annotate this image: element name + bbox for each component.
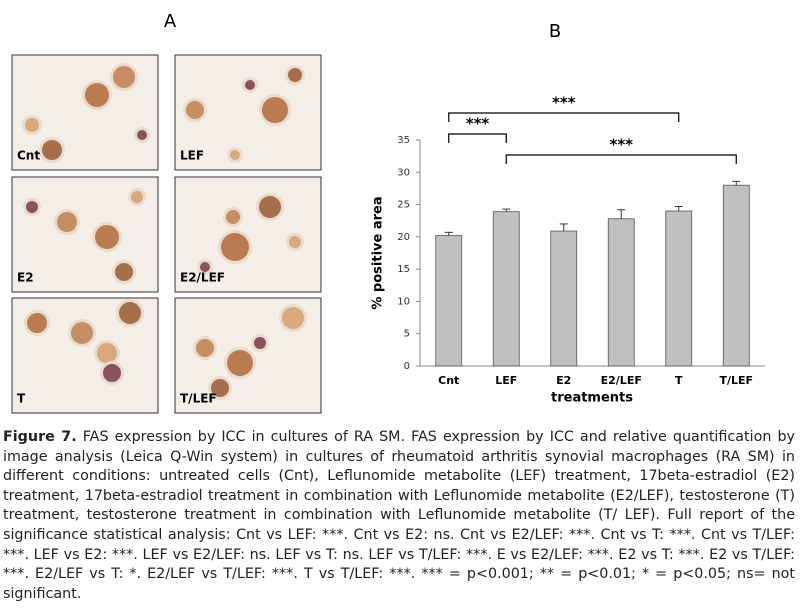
micrograph-label: Cnt (17, 149, 40, 163)
cell (211, 379, 229, 397)
x-tick-label: Cnt (438, 374, 459, 387)
x-axis-label: treatments (551, 391, 633, 406)
cell (27, 313, 47, 333)
y-axis-label: % positive area (371, 196, 386, 309)
cell (259, 196, 281, 218)
cell (119, 302, 141, 324)
micrograph: E2/LEF (174, 176, 322, 293)
micrograph-label: E2/LEF (180, 271, 225, 285)
y-tick-label: 35 (397, 135, 410, 146)
micrographs: Cnt LEF E2 E2/LEF T T/LEF (11, 54, 322, 414)
cell (131, 191, 143, 203)
significance-label: *** (552, 94, 576, 112)
cell (26, 201, 38, 213)
error-bar (502, 208, 511, 212)
cell (113, 66, 135, 88)
cell (103, 364, 121, 382)
significance-bracket (448, 112, 680, 122)
y-tick-label: 15 (397, 264, 410, 275)
micrograph: E2 (11, 176, 159, 293)
cell (288, 68, 302, 82)
significance-label: *** (466, 115, 490, 133)
cell (95, 225, 119, 249)
y-tick-label: 10 (397, 296, 410, 307)
cell (282, 307, 304, 329)
cell (85, 83, 109, 107)
micrograph-label: LEF (180, 149, 204, 163)
y-tick-label: 20 (397, 232, 410, 243)
cell (196, 339, 214, 357)
cell (221, 233, 249, 261)
x-tick-label: T/LEF (719, 374, 753, 387)
cell (289, 236, 301, 248)
cell (227, 350, 253, 376)
y-tick-label: 30 (397, 167, 410, 178)
error-bar (444, 231, 453, 236)
bar (435, 235, 463, 367)
x-tick-label: E2/LEF (601, 374, 642, 387)
bar (607, 218, 635, 367)
caption: Figure 7. FAS expression by ICC in cultu… (3, 428, 795, 604)
y-tick-label: 5 (404, 329, 410, 340)
cell (71, 322, 93, 344)
cell (230, 150, 240, 160)
cell (42, 140, 62, 160)
error-bar (617, 209, 626, 219)
error-bar (559, 223, 568, 232)
bar (665, 210, 693, 367)
micrograph-label: T (17, 392, 26, 406)
micrograph: Cnt (11, 54, 159, 171)
bar (722, 184, 750, 367)
caption-label: Figure 7. (3, 429, 77, 445)
micrograph: T/LEF (174, 297, 322, 414)
error-bar (674, 206, 683, 212)
significance-label: *** (609, 136, 633, 154)
cell (254, 337, 266, 349)
cell (200, 262, 210, 272)
panel-label: B (549, 21, 561, 42)
cell (115, 263, 133, 281)
error-bar (732, 180, 741, 186)
x-tick-label: LEF (495, 374, 517, 387)
panel-label: A (164, 11, 177, 32)
cell (262, 97, 288, 123)
x-tick-label: T (675, 374, 683, 387)
cell (57, 212, 77, 232)
micrograph: LEF (174, 54, 322, 171)
cell (25, 118, 39, 132)
bar (550, 230, 578, 367)
cell (186, 101, 204, 119)
significance-bracket (505, 154, 737, 164)
y-tick-label: 25 (397, 200, 410, 211)
significance-bracket (448, 133, 507, 143)
cell (245, 80, 255, 90)
cell (226, 210, 240, 224)
bar (492, 211, 520, 367)
cell (97, 343, 117, 363)
cell (137, 130, 147, 140)
figure: A B Cnt LEF E2 E2/LEF T T/LEF % positive area… (11, 11, 765, 414)
caption-text: FAS expression by ICC in cultures of RA … (3, 429, 796, 602)
y-tick-label: 0 (404, 361, 410, 372)
micrograph-label: T/LEF (180, 392, 217, 406)
micrograph-label: E2 (17, 271, 34, 285)
micrograph: T (11, 297, 159, 414)
x-tick-label: E2 (556, 374, 571, 387)
